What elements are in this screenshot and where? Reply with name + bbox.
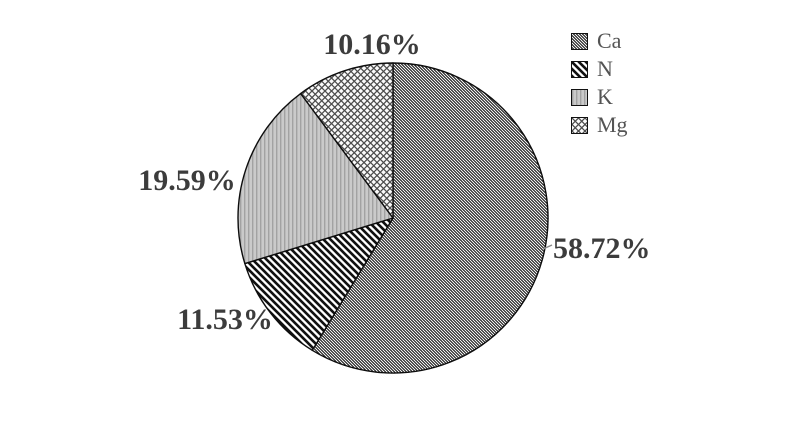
- legend-item-ca: Ca: [571, 28, 628, 53]
- legend: Ca N K Mg: [571, 28, 628, 145]
- legend-label-k: K: [597, 84, 613, 109]
- legend-swatch-n-icon: [571, 60, 588, 78]
- legend-item-k: K: [571, 84, 628, 109]
- legend-item-mg: Mg: [571, 112, 628, 137]
- legend-swatch-k-icon: [571, 88, 588, 106]
- legend-label-ca: Ca: [597, 28, 622, 53]
- pie-slice-n: [244, 217, 394, 352]
- legend-swatch-ca-icon: [571, 32, 588, 50]
- pie-slices: [237, 62, 549, 374]
- slice-label-k: 19.59%: [138, 164, 236, 197]
- leader-line-ca: [542, 244, 553, 250]
- slice-label-mg: 10.16%: [323, 28, 421, 61]
- slice-label-n: 11.53%: [177, 303, 273, 336]
- legend-label-n: N: [597, 56, 613, 81]
- pie-slice-k: [237, 92, 394, 265]
- pie-slice-ca: [311, 62, 549, 374]
- legend-swatch-mg-icon: [571, 116, 588, 134]
- slice-label-ca: 58.72%: [553, 232, 651, 265]
- legend-item-n: N: [571, 56, 628, 81]
- legend-label-mg: Mg: [597, 112, 628, 137]
- pie-slice-mg: [299, 62, 394, 219]
